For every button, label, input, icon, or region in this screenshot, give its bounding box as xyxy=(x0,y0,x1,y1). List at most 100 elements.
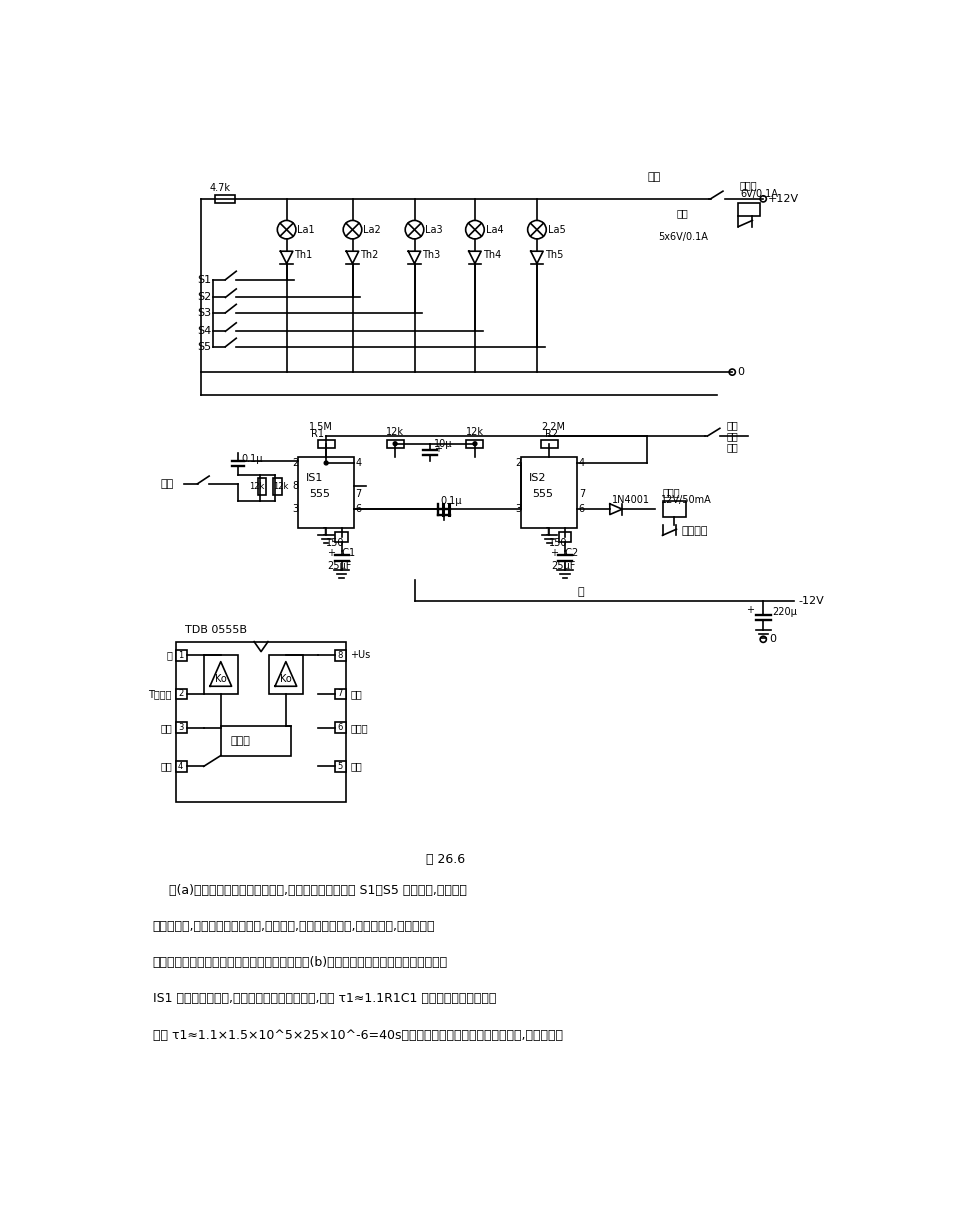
Text: 继电器: 继电器 xyxy=(662,487,680,498)
Circle shape xyxy=(473,442,477,446)
Text: 6: 6 xyxy=(337,724,343,732)
Text: 2: 2 xyxy=(292,458,299,467)
Text: 12k: 12k xyxy=(274,482,289,492)
Text: 150: 150 xyxy=(326,538,345,548)
Text: La1: La1 xyxy=(298,225,315,234)
Text: La5: La5 xyxy=(548,225,565,234)
Text: 1: 1 xyxy=(322,527,327,538)
Text: 555: 555 xyxy=(532,489,553,499)
Text: 5: 5 xyxy=(337,762,343,771)
Text: +  C2: + C2 xyxy=(551,548,578,558)
Text: Th2: Th2 xyxy=(360,250,378,260)
Text: IS1: IS1 xyxy=(306,474,324,483)
Text: 控制: 控制 xyxy=(350,761,362,772)
Text: Th4: Th4 xyxy=(483,250,501,260)
Text: S2: S2 xyxy=(198,292,212,302)
Text: 0: 0 xyxy=(737,367,745,377)
Bar xyxy=(269,656,303,693)
Text: 2: 2 xyxy=(179,690,183,698)
Text: 6: 6 xyxy=(579,504,585,515)
Bar xyxy=(335,689,347,699)
Text: 通: 通 xyxy=(577,587,584,597)
Text: IS1 输入端有信号时,其输出端立即升为高电平,经过 τ1≈1.1R1C1 时间后恢复至低电平。: IS1 输入端有信号时,其输出端立即升为高电平,经过 τ1≈1.1R1C1 时间… xyxy=(153,993,496,1005)
Bar xyxy=(738,203,760,216)
Text: 地: 地 xyxy=(166,650,172,661)
Circle shape xyxy=(730,368,735,376)
Bar xyxy=(335,722,347,733)
Text: IS2: IS2 xyxy=(529,474,546,483)
Text: 6V/0.1A: 6V/0.1A xyxy=(740,190,778,199)
Text: 图(a)所示指示系统有五条信号线,它们分别通过传感器 S1～S5 传递信号,当各传感: 图(a)所示指示系统有五条信号线,它们分别通过传感器 S1～S5 传递信号,当各… xyxy=(153,884,467,896)
Circle shape xyxy=(394,442,397,446)
Text: 12k: 12k xyxy=(466,428,484,437)
Text: 图中 τ1≈1.1×1.5×10^5×25×10^-6=40s。在这段时间内还没有报警释放信号,通过集成电: 图中 τ1≈1.1×1.5×10^5×25×10^-6=40s。在这段时间内还没… xyxy=(153,1028,563,1041)
Bar xyxy=(274,478,282,495)
Bar xyxy=(258,478,267,495)
Text: TDB 0555B: TDB 0555B xyxy=(185,625,247,635)
Bar xyxy=(540,440,558,448)
Bar xyxy=(521,457,577,528)
Text: 2.2M: 2.2M xyxy=(541,422,565,431)
Bar xyxy=(176,722,186,733)
Text: S5: S5 xyxy=(198,342,211,352)
Text: 7: 7 xyxy=(355,489,362,499)
Text: 150: 150 xyxy=(549,538,568,548)
Text: 8: 8 xyxy=(337,651,343,660)
Text: 6: 6 xyxy=(355,504,362,515)
Text: 12k: 12k xyxy=(386,428,404,437)
Bar xyxy=(299,457,354,528)
Text: 按键: 按键 xyxy=(647,173,660,182)
Text: 10μ: 10μ xyxy=(434,440,452,449)
Text: 4: 4 xyxy=(179,762,183,771)
Text: 25μF: 25μF xyxy=(551,562,575,571)
Text: 器有信号时,其对应的晶闸管导通,指示灯亮,继电器线圈接通,按复位按钮,则需要监视: 器有信号时,其对应的晶闸管导通,指示灯亮,继电器线圈接通,按复位按钮,则需要监视 xyxy=(153,920,435,933)
Text: 1: 1 xyxy=(544,527,551,538)
Text: 测试: 测试 xyxy=(726,420,738,430)
Text: 555: 555 xyxy=(309,489,330,499)
Text: +  C1: + C1 xyxy=(327,548,355,558)
Circle shape xyxy=(324,461,328,465)
Text: 1.5M: 1.5M xyxy=(309,422,333,431)
Circle shape xyxy=(760,637,766,643)
Text: R2: R2 xyxy=(545,430,559,440)
Text: R1: R1 xyxy=(311,430,324,440)
Text: 按键: 按键 xyxy=(726,431,738,441)
Text: 图 26.6: 图 26.6 xyxy=(426,853,465,866)
Text: 0.1μ: 0.1μ xyxy=(242,454,263,464)
Bar xyxy=(176,761,186,772)
Text: 4: 4 xyxy=(355,458,362,467)
Bar xyxy=(176,650,186,661)
Bar xyxy=(318,440,335,448)
Text: 继电器: 继电器 xyxy=(740,180,757,190)
Text: 3: 3 xyxy=(516,504,521,515)
Text: 4: 4 xyxy=(579,458,585,467)
Text: -12V: -12V xyxy=(798,596,824,605)
Text: 12k: 12k xyxy=(249,482,264,492)
Text: S1: S1 xyxy=(198,274,211,285)
Text: Ko: Ko xyxy=(214,674,227,684)
Bar xyxy=(662,501,685,517)
Text: 7: 7 xyxy=(337,690,343,698)
Text: 3: 3 xyxy=(292,504,299,515)
Text: 4.7k: 4.7k xyxy=(209,184,230,193)
Text: 3: 3 xyxy=(179,724,183,732)
Bar xyxy=(467,440,484,448)
Text: 复位: 复位 xyxy=(677,208,688,217)
Bar xyxy=(335,650,347,661)
Text: Ko: Ko xyxy=(279,674,292,684)
Text: +: + xyxy=(434,445,442,454)
Text: 220μ: 220μ xyxy=(773,608,798,617)
Text: La2: La2 xyxy=(363,225,381,234)
Text: 0.1μ: 0.1μ xyxy=(440,496,462,506)
Bar xyxy=(214,194,234,203)
Text: 的设备重新恢复工作。继电器的两根连接线由图(b)所示的电路控制。当集成电路定时器: 的设备重新恢复工作。继电器的两根连接线由图(b)所示的电路控制。当集成电路定时器 xyxy=(153,957,447,969)
Bar xyxy=(176,641,347,802)
Text: 0: 0 xyxy=(770,634,777,644)
Bar xyxy=(335,533,348,541)
Text: 7: 7 xyxy=(579,489,585,499)
Text: 5x6V/0.1A: 5x6V/0.1A xyxy=(659,232,708,243)
Text: Th3: Th3 xyxy=(422,250,441,260)
Text: 触发器: 触发器 xyxy=(230,736,250,747)
Text: 报警信号: 报警信号 xyxy=(682,525,708,535)
Text: 复位: 复位 xyxy=(726,442,738,452)
